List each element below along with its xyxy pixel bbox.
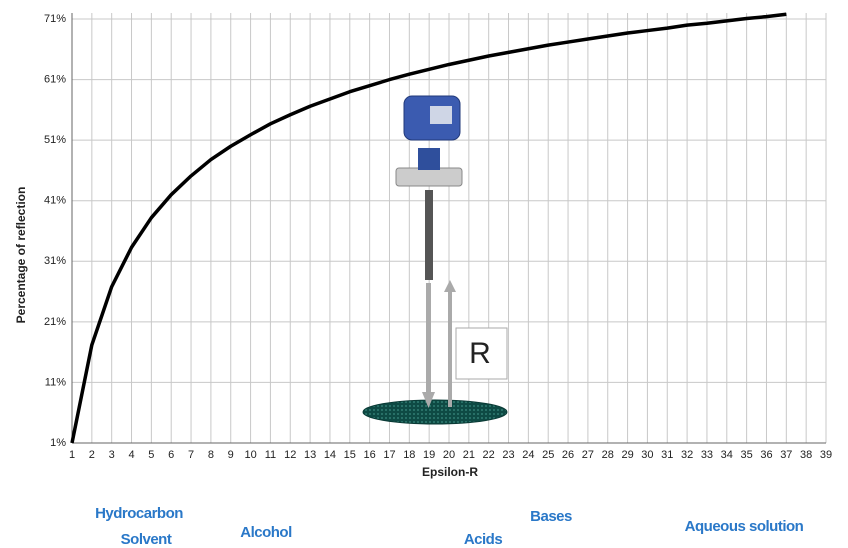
x-tick-label: 13 (304, 449, 316, 461)
x-tick-label: 5 (148, 449, 154, 461)
x-tick-label: 29 (621, 449, 633, 461)
y-tick-label: 51% (44, 134, 66, 146)
r-label: R (469, 337, 491, 370)
x-tick-label: 31 (661, 449, 673, 461)
annotation: Alcohol (240, 524, 292, 541)
annotation: Hydrocarbon (95, 505, 183, 522)
x-tick-label: 18 (403, 449, 415, 461)
x-tick-label: 8 (208, 449, 214, 461)
x-tick-label: 22 (483, 449, 495, 461)
x-tick-label: 24 (522, 449, 534, 461)
x-tick-label: 38 (800, 449, 812, 461)
y-tick-label: 71% (44, 13, 66, 25)
x-tick-label: 20 (443, 449, 455, 461)
annotation: Bases (530, 508, 572, 525)
y-tick-label: 21% (44, 316, 66, 328)
x-tick-label: 4 (128, 449, 134, 461)
x-tick-label: 19 (423, 449, 435, 461)
y-tick-label: 41% (44, 195, 66, 207)
line (70, 12, 787, 444)
x-tick-label: 11 (265, 449, 276, 461)
x-tick-label: 35 (741, 449, 753, 461)
x-tick-label: 27 (582, 449, 594, 461)
x-tick-label: 2 (89, 449, 95, 461)
x-tick-label: 36 (760, 449, 772, 461)
x-tick-label: 15 (344, 449, 356, 461)
annotation: Solvent (121, 531, 172, 548)
x-tick-label: 9 (228, 449, 234, 461)
x-tick-label: 23 (502, 449, 514, 461)
x-tick-label: 37 (780, 449, 792, 461)
x-tick-label: 34 (721, 449, 733, 461)
x-tick-label: 33 (701, 449, 713, 461)
x-tick-label: 39 (820, 449, 832, 461)
y-tick-label: 1% (50, 437, 66, 449)
x-tick-label: 16 (364, 449, 376, 461)
y-axis-title: Percentage of reflection (14, 187, 28, 324)
x-tick-label: 10 (244, 449, 256, 461)
annotation: Aqueous solution (685, 518, 804, 535)
y-tick-label: 31% (44, 255, 66, 267)
x-tick-label: 26 (562, 449, 574, 461)
grid (71, 13, 827, 444)
probe-illustration (362, 95, 508, 425)
x-tick-label: 17 (383, 449, 395, 461)
x-tick-label: 12 (284, 449, 296, 461)
x-axis-title: Epsilon-R (422, 465, 478, 479)
y-tick-label: 11% (45, 376, 66, 388)
x-tick-label: 32 (681, 449, 693, 461)
x-tick-label: 30 (641, 449, 653, 461)
x-tick-label: 28 (602, 449, 614, 461)
x-tick-label: 25 (542, 449, 554, 461)
annotation: Acids (464, 531, 503, 548)
x-tick-label: 7 (188, 449, 194, 461)
x-tick-label: 3 (109, 449, 115, 461)
x-tick-label: 6 (168, 449, 174, 461)
x-tick-label: 14 (324, 449, 336, 461)
x-tick-label: 1 (69, 449, 75, 461)
x-tick-label: 21 (463, 449, 475, 461)
y-tick-label: 61% (44, 74, 66, 86)
